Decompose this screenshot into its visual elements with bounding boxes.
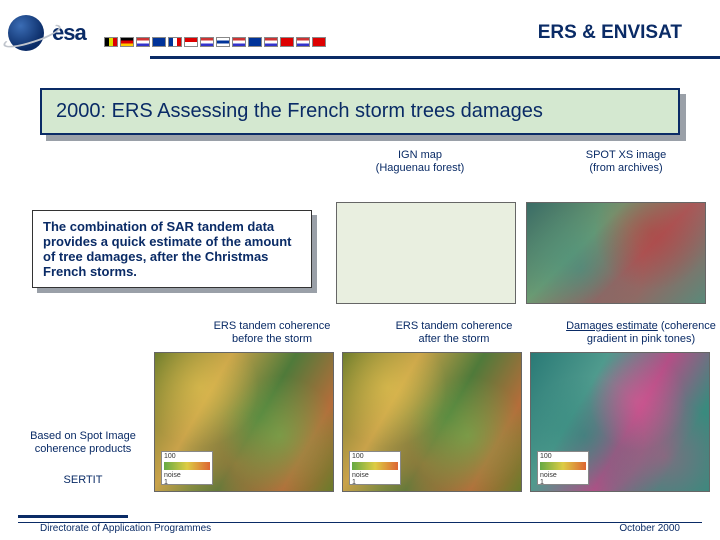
flag-icon: [104, 37, 118, 47]
footer-left: Directorate of Application Programmes: [40, 523, 211, 534]
colorbar: 100 noise 1: [161, 451, 213, 485]
slide-title: 2000: ERS Assessing the French storm tre…: [40, 88, 680, 135]
mid-image-labels: ERS tandem coherence before the storm ER…: [0, 320, 720, 345]
colorbar-mid: noise: [352, 472, 398, 479]
note-sertit: SERTIT: [18, 474, 148, 487]
header-title: ERS & ENVISAT: [538, 22, 700, 44]
flag-icon: [248, 37, 262, 47]
colorbar: 100 noise 1: [349, 451, 401, 485]
note-spot-products: Based on Spot Image coherence products: [18, 430, 148, 456]
colorbar-gradient: [540, 462, 586, 470]
flag-icon: [232, 37, 246, 47]
globe-icon: [8, 15, 44, 51]
colorbar-hi: 100: [164, 453, 210, 460]
footer-right: October 2000: [619, 523, 680, 534]
colorbar-lo: 1: [540, 479, 586, 486]
flag-icon: [200, 37, 214, 47]
colorbar-lo: 1: [352, 479, 398, 486]
colorbar-mid: noise: [164, 472, 210, 479]
colorbar-gradient: [164, 462, 210, 470]
label-ign: IGN map (Haguenau forest): [320, 149, 520, 174]
colorbar-lo: 1: [164, 479, 210, 486]
flag-icon: [312, 37, 326, 47]
flag-icon: [168, 37, 182, 47]
colorbar-hi: 100: [352, 453, 398, 460]
description-box: The combination of SAR tandem data provi…: [32, 210, 312, 288]
flag-icon: [184, 37, 198, 47]
footer-accent: [18, 515, 128, 518]
flag-icon: [264, 37, 278, 47]
label-coh-after: ERS tandem coherence after the storm: [364, 320, 544, 345]
ign-map-image: [336, 202, 516, 304]
label-spot: SPOT XS image (from archives): [526, 149, 720, 174]
flag-icon: [296, 37, 310, 47]
flag-icon: [136, 37, 150, 47]
label-damages: Damages estimate (coherence gradient in …: [546, 320, 720, 345]
top-image-labels: IGN map (Haguenau forest) SPOT XS image …: [0, 149, 720, 178]
flag-icon: [216, 37, 230, 47]
esa-logo: esa: [8, 15, 86, 51]
flag-icon: [120, 37, 134, 47]
spacer: [14, 149, 314, 174]
footer: Directorate of Application Programmes Oc…: [18, 522, 702, 534]
colorbar-mid: noise: [540, 472, 586, 479]
label-damages-a: Damages estimate: [566, 320, 658, 332]
colorbar: 100 noise 1: [537, 451, 589, 485]
image-row-bottom: 100 noise 1 100 noise 1 100 noise 1: [154, 352, 710, 492]
spacer: [10, 320, 180, 345]
flag-icon: [152, 37, 166, 47]
header-rule: [150, 56, 720, 59]
image-row-top: [336, 202, 706, 304]
spot-xs-image: [526, 202, 706, 304]
header: esa ERS & ENVISAT: [0, 0, 720, 58]
label-coh-before: ERS tandem coherence before the storm: [182, 320, 362, 345]
left-notes: Based on Spot Image coherence products S…: [18, 430, 148, 488]
colorbar-hi: 100: [540, 453, 586, 460]
flag-icon: [280, 37, 294, 47]
member-flags: [104, 37, 326, 47]
coherence-before-image: 100 noise 1: [154, 352, 334, 492]
colorbar-gradient: [352, 462, 398, 470]
damages-estimate-image: 100 noise 1: [530, 352, 710, 492]
coherence-after-image: 100 noise 1: [342, 352, 522, 492]
